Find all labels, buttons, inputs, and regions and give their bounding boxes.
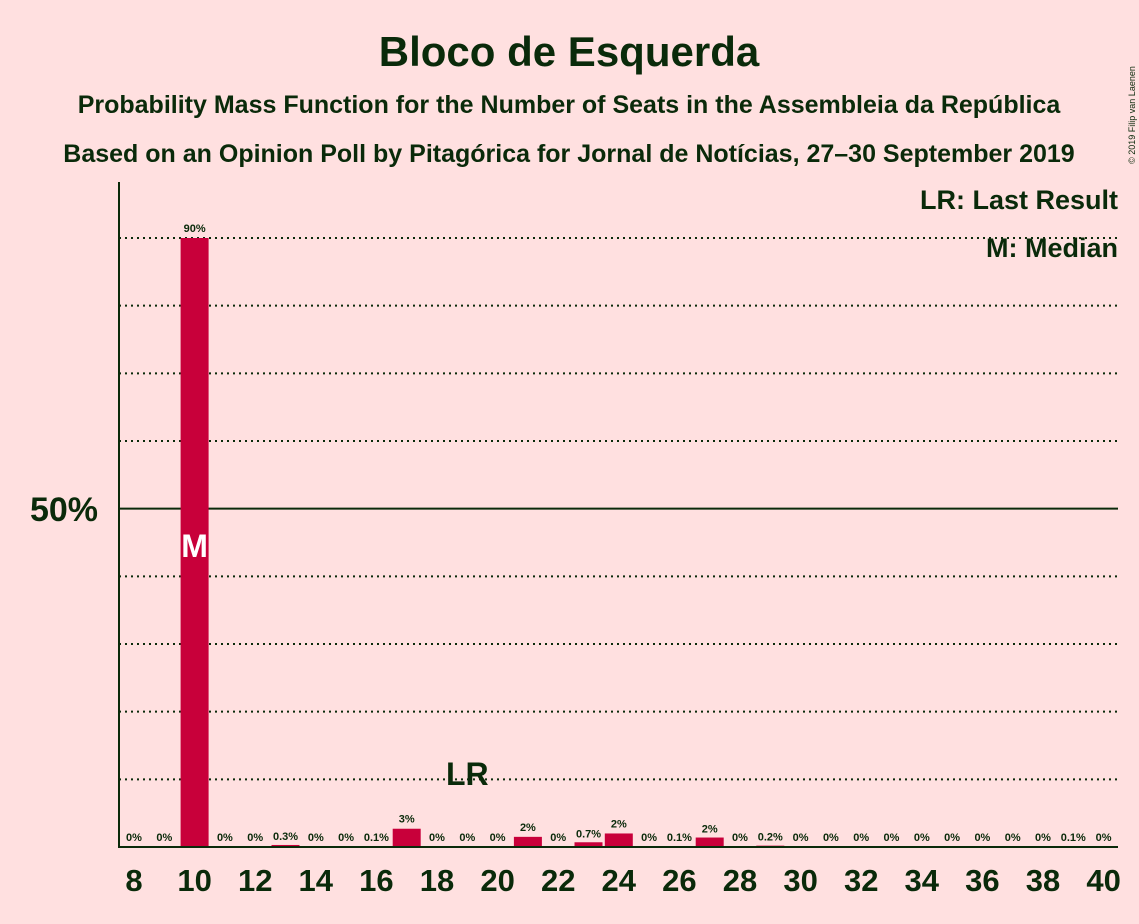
- x-tick-label: 34: [905, 863, 940, 898]
- bar-label: 2%: [611, 818, 627, 830]
- x-tick-label: 10: [177, 863, 211, 898]
- bar-label: 0.1%: [1061, 832, 1086, 844]
- bar: [513, 836, 542, 847]
- bar-label: 0%: [732, 832, 748, 844]
- bar-label: 0.1%: [364, 832, 389, 844]
- bar-label: 0%: [338, 832, 354, 844]
- bar: [271, 844, 300, 847]
- bar-label: 0%: [1035, 832, 1051, 844]
- last-result-marker: LR: [446, 756, 489, 792]
- bar-label: 0%: [944, 832, 960, 844]
- bar-label: 0%: [126, 832, 142, 844]
- copyright: © 2019 Filip van Laenen: [1127, 66, 1137, 164]
- bar-label: 3%: [399, 814, 415, 826]
- bar-label: 0%: [459, 832, 475, 844]
- x-tick-label: 14: [299, 863, 334, 898]
- bar: [392, 828, 421, 847]
- y-tick-label: 50%: [30, 491, 98, 529]
- x-tick-label: 16: [359, 863, 393, 898]
- bar-label: 0%: [641, 832, 657, 844]
- bar-label: 0%: [490, 832, 506, 844]
- x-tick-label: 22: [541, 863, 575, 898]
- bar-label: 2%: [520, 822, 536, 834]
- chart-subtitle-2: Based on an Opinion Poll by Pitagórica f…: [63, 140, 1074, 168]
- bar-labels: 0% 0% 90% 0% 0% 0.3% 0% 0% 0.1% 3% 0% 0% 0% 2% 0% 0.7% 2…: [126, 223, 1112, 844]
- x-tick-label: 18: [420, 863, 454, 898]
- bar-label: 2%: [702, 824, 718, 836]
- bar-label: 0.2%: [758, 832, 783, 844]
- bar-label: 0.7%: [576, 828, 601, 840]
- bar-label: 90%: [184, 223, 206, 235]
- bar-label: 0%: [793, 832, 809, 844]
- axes: [118, 182, 1118, 848]
- gridlines: [119, 237, 1118, 781]
- x-tick-labels: 8 10 12 14 16 18 20 22 24 26 28 30 32 34 36 38 40: [125, 863, 1120, 898]
- bar-label: 0%: [247, 832, 263, 844]
- x-tick-label: 28: [723, 863, 757, 898]
- x-tick-label: 8: [125, 863, 142, 898]
- x-tick-label: 32: [844, 863, 878, 898]
- bar-label: 0%: [217, 832, 233, 844]
- legend-median: M: Median: [986, 233, 1118, 263]
- chart-subtitle: Probability Mass Function for the Number…: [78, 91, 1062, 119]
- bar-label: 0%: [823, 832, 839, 844]
- median-marker: M: [181, 528, 208, 564]
- x-tick-label: 40: [1086, 863, 1120, 898]
- x-tick-label: 30: [783, 863, 817, 898]
- x-tick-label: 36: [965, 863, 999, 898]
- chart-title: Bloco de Esquerda: [379, 28, 760, 75]
- bar-label: 0%: [884, 832, 900, 844]
- bar: [604, 833, 633, 847]
- bar: [574, 842, 603, 847]
- bar-label: 0%: [156, 832, 172, 844]
- x-tick-label: 38: [1026, 863, 1060, 898]
- bar: [180, 238, 209, 847]
- bar-label: 0%: [1005, 832, 1021, 844]
- bar-label: 0%: [853, 832, 869, 844]
- bar: [695, 837, 724, 847]
- x-tick-label: 26: [662, 863, 696, 898]
- legend-last-result: LR: Last Result: [920, 185, 1118, 215]
- bar-label: 0.1%: [667, 832, 692, 844]
- bar-label: 0%: [974, 832, 990, 844]
- x-tick-label: 12: [238, 863, 272, 898]
- x-tick-label: 24: [602, 863, 637, 898]
- bar-label: 0%: [1096, 832, 1112, 844]
- bar-label: 0%: [308, 832, 324, 844]
- bar-label: 0.3%: [273, 831, 298, 843]
- bars: [180, 238, 1088, 847]
- bar-label: 0%: [914, 832, 930, 844]
- bar-label: 0%: [550, 832, 566, 844]
- bar-label: 0%: [429, 832, 445, 844]
- x-tick-label: 20: [480, 863, 514, 898]
